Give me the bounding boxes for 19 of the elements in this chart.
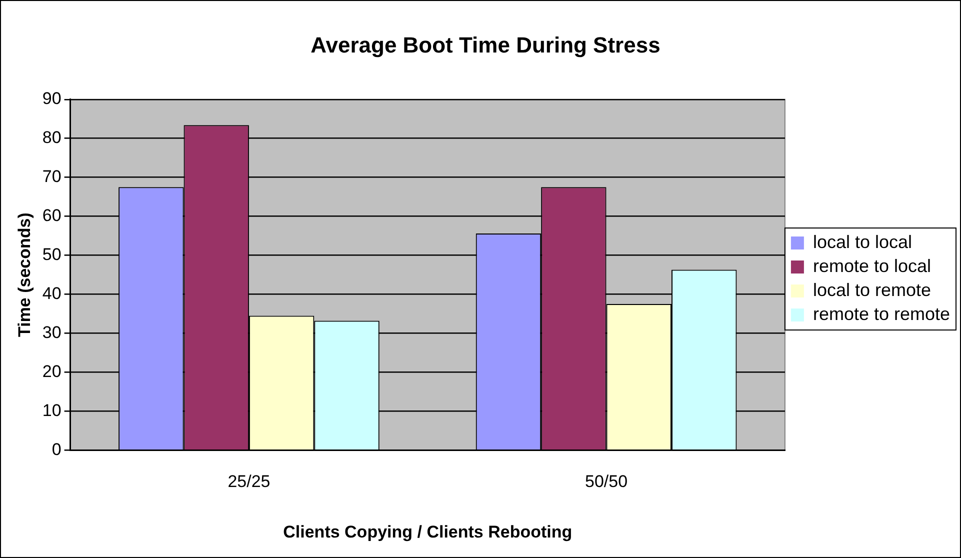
legend-label: local to local xyxy=(812,232,912,252)
y-tick-label: 70 xyxy=(42,167,62,186)
y-tick-label: 10 xyxy=(42,400,62,420)
legend-label: remote to remote xyxy=(812,304,950,324)
y-tick-label: 50 xyxy=(42,245,62,264)
y-tick-label: 0 xyxy=(52,440,62,459)
x-tick-label: 50/50 xyxy=(585,472,628,492)
y-tick-label: 80 xyxy=(42,128,62,148)
x-axis-title: Clients Copying / Clients Rebooting xyxy=(283,522,572,542)
y-tick-label: 90 xyxy=(42,89,62,108)
legend-label: local to remote xyxy=(812,280,932,300)
y-axis-title: Time (seconds) xyxy=(14,212,34,337)
x-tick-label: 25/25 xyxy=(228,472,270,492)
y-tick-label: 60 xyxy=(42,206,62,226)
chart-title: Average Boot Time During Stress xyxy=(310,32,660,58)
y-tick-label: 40 xyxy=(42,284,62,303)
y-tick-label: 30 xyxy=(42,322,62,342)
y-tick-label: 20 xyxy=(42,362,62,381)
legend-label: remote to local xyxy=(812,256,932,276)
